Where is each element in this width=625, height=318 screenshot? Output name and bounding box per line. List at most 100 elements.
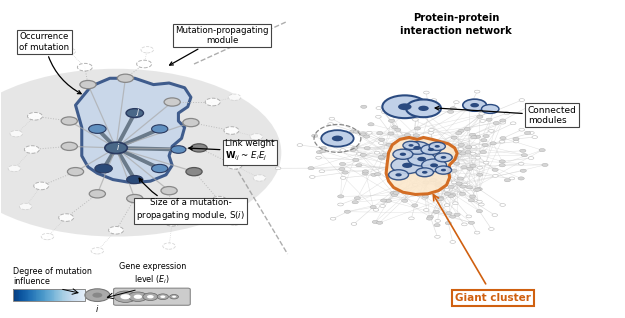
Circle shape [513,140,519,143]
Circle shape [61,117,78,125]
Circle shape [211,196,226,204]
Circle shape [393,149,413,159]
Circle shape [399,177,405,180]
Circle shape [416,168,434,177]
Circle shape [224,127,239,134]
Circle shape [458,129,464,133]
Circle shape [344,210,351,213]
Bar [41,289,42,301]
Circle shape [404,134,411,137]
Circle shape [434,235,440,238]
Bar [40,289,42,301]
Circle shape [161,187,177,195]
Circle shape [338,203,343,206]
Bar [54,289,56,301]
Circle shape [332,135,343,141]
Text: Mutation-propagating
module: Mutation-propagating module [169,26,269,65]
Circle shape [170,294,178,299]
Circle shape [486,118,492,121]
Circle shape [430,163,438,167]
Circle shape [431,179,437,182]
Bar [34,289,36,301]
Circle shape [477,166,482,169]
Circle shape [328,123,333,126]
Circle shape [459,192,466,196]
Bar [27,289,28,301]
Circle shape [95,164,112,173]
Circle shape [350,149,356,152]
Circle shape [468,221,474,224]
Circle shape [163,243,175,249]
Circle shape [320,146,326,149]
Circle shape [521,154,528,157]
Circle shape [382,153,389,156]
Circle shape [472,199,478,202]
Bar [42,289,43,301]
Circle shape [227,162,242,169]
Circle shape [424,91,429,94]
Circle shape [412,204,418,207]
Circle shape [481,139,487,142]
Circle shape [441,169,446,171]
Circle shape [434,224,440,227]
Circle shape [435,153,452,162]
Circle shape [403,141,419,149]
Text: i: i [96,305,99,314]
Circle shape [275,167,281,170]
Circle shape [422,181,429,184]
Circle shape [461,223,467,226]
Circle shape [427,167,433,170]
Circle shape [389,170,409,180]
Circle shape [390,192,396,195]
Circle shape [477,200,482,203]
Bar [84,289,86,301]
Circle shape [434,145,440,148]
Bar [54,289,55,301]
Circle shape [396,173,402,176]
Bar [18,289,19,301]
Bar [63,289,65,301]
Bar [22,289,24,301]
Circle shape [454,162,460,165]
Bar [13,289,14,301]
Bar [50,289,51,301]
Circle shape [429,173,435,176]
Circle shape [380,204,386,207]
Circle shape [85,289,110,301]
Circle shape [500,204,506,206]
Circle shape [444,204,450,207]
Bar [79,289,81,301]
Circle shape [431,99,437,101]
Bar [15,289,16,301]
Bar [21,289,22,301]
Circle shape [529,131,534,134]
Circle shape [468,199,474,202]
Bar [83,289,84,301]
Circle shape [441,181,446,183]
Circle shape [499,140,505,143]
Bar [48,289,49,301]
Circle shape [519,99,524,101]
Circle shape [371,173,377,176]
Circle shape [394,128,401,131]
Text: Degree of mutation
influence: Degree of mutation influence [13,267,92,286]
Circle shape [448,110,454,114]
Circle shape [379,138,385,141]
Circle shape [428,131,434,134]
Circle shape [519,128,524,131]
Circle shape [19,203,32,210]
Circle shape [454,101,459,104]
Circle shape [398,103,411,110]
Bar [65,289,67,301]
Circle shape [92,293,103,298]
Circle shape [437,196,443,199]
Circle shape [470,152,476,155]
Circle shape [421,144,441,155]
Circle shape [479,203,484,206]
Circle shape [471,153,477,156]
Circle shape [364,147,370,150]
Circle shape [430,140,436,143]
Circle shape [360,132,366,135]
Circle shape [351,223,357,225]
Circle shape [426,112,432,115]
